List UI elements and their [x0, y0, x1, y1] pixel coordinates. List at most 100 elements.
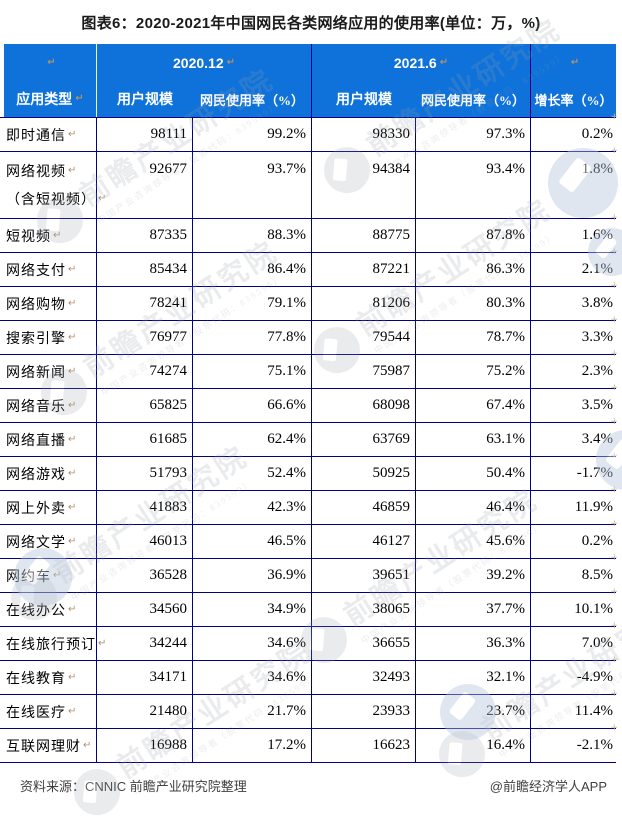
usage-rate-2021-cell: 50.4% — [416, 457, 531, 490]
user-scale-2020-cell: 36528 — [97, 559, 193, 592]
user-scale-2020-cell: 87335 — [97, 219, 193, 252]
paragraph-mark: ↵ — [68, 603, 78, 615]
app-type-cell: 网约车 ↵ — [0, 559, 97, 592]
user-scale-2021-cell: 63769 — [312, 423, 416, 456]
cell-end-mark: + — [610, 621, 618, 631]
app-type-cell: 网上外卖 ↵ — [0, 491, 97, 524]
table-row: 网络新闻 ↵ 74274 75.1% 75987 75.2% 2.3% + — [0, 349, 618, 389]
user-scale-2021-cell: 75987 — [312, 355, 416, 388]
cell-end-mark: + — [610, 247, 618, 257]
user-scale-2020-cell: 21480 — [97, 695, 193, 728]
app-type-label: 网络直播 — [6, 433, 66, 449]
table-row: 互联网理财 ↵ 16988 17.2% 16623 16.4% -2.1% + — [0, 723, 618, 763]
table-row: 短视频 ↵ 87335 88.3% 88775 87.8% 1.6% + — [0, 213, 618, 253]
paragraph-mark: ↵ — [570, 56, 580, 68]
user-scale-2021-cell: 68098 — [312, 389, 416, 422]
paragraph-mark: ↵ — [98, 193, 108, 205]
cell-end-mark: + — [610, 553, 618, 563]
growth-rate-cell: 3.3% — [581, 329, 613, 345]
cell-end-mark: + — [610, 587, 618, 597]
paragraph-mark: ↵ — [98, 637, 108, 649]
paragraph-mark: ↵ — [68, 164, 78, 176]
cell-end-mark: + — [610, 383, 618, 393]
usage-rate-2020-cell: 77.8% — [193, 321, 312, 354]
cell-end-mark: + — [610, 451, 618, 461]
app-type-label: 在线医疗 — [6, 705, 66, 721]
app-type-cell: 在线办公 ↵ — [0, 593, 97, 626]
usage-rate-2020-cell: 34.6% — [193, 627, 312, 660]
usage-rate-2021-cell: 93.4% — [416, 152, 531, 218]
app-type-cell: 网络视频 ↵ （含短视频） ↵ — [0, 152, 106, 218]
user-scale-2021-cell: 23933 — [312, 695, 416, 728]
table-row: 网络购物 ↵ 78241 79.1% 81206 80.3% 3.8% + — [0, 281, 618, 321]
app-type-label: 在线旅行预订 — [6, 637, 96, 653]
app-type-label: 网约车 — [6, 569, 51, 585]
user-scale-2020-cell: 65825 — [97, 389, 193, 422]
table-row: 网上外卖 ↵ 41883 42.3% 46859 46.4% 11.9% + — [0, 485, 618, 525]
app-type-cell: 网络购物 ↵ — [0, 287, 97, 320]
user-scale-2020-cell: 41883 — [97, 491, 193, 524]
app-type-label: 网络新闻 — [6, 365, 66, 381]
growth-rate-cell: -4.9% — [576, 669, 613, 685]
cell-end-mark: + — [610, 315, 618, 325]
growth-rate-cell: 3.4% — [581, 431, 613, 447]
app-type-label: 互联网理财 — [6, 739, 81, 755]
user-scale-2020-cell: 78241 — [97, 287, 193, 320]
user-scale-2021-cell: 36655 — [312, 627, 416, 660]
app-type-cell: 网络音乐 ↵ — [0, 389, 97, 422]
header-user-scale-2020: 用户规模 — [117, 93, 173, 108]
header-columns-row: 应用类型 ↵ 用户规模 网民使用率（%） 用户规模 网民使用率（%） 增长率（%） — [4, 81, 616, 117]
usage-rate-2020-cell: 88.3% — [193, 219, 312, 252]
usage-rate-table: ↵ 2020.12 ↵ 2021.6 ↵ ↵ 应用类型 ↵ 用户规模 网民使用率（%）… — [0, 44, 618, 763]
growth-rate-cell: 1.8% — [581, 161, 613, 177]
growth-rate-cell: 2.1% — [581, 261, 613, 277]
header-user-scale-2021: 用户规模 — [336, 93, 392, 108]
user-scale-2021-cell: 87221 — [312, 253, 416, 286]
header-usage-rate-2021: 网民使用率（%） — [416, 81, 531, 117]
growth-rate-cell: 8.5% — [581, 567, 613, 583]
user-scale-2020-cell: 92677 — [97, 152, 193, 218]
growth-rate-cell: 0.2% — [581, 533, 613, 549]
app-type-label: 网络游戏 — [6, 467, 66, 483]
cell-end-mark: + — [610, 689, 618, 699]
app-type-label: 网上外卖 — [6, 501, 66, 517]
app-type-cell: 网络直播 ↵ — [0, 423, 97, 456]
growth-rate-cell: 1.6% — [581, 227, 613, 243]
table-body: 即时通信 ↵ 98111 99.2% 98330 97.3% 0.2% + 网络视… — [0, 112, 618, 763]
growth-rate-cell: 11.4% — [574, 703, 613, 719]
table-row: 在线旅行预订 ↵ 34244 34.6% 36655 36.3% 7.0% + — [0, 621, 618, 661]
cell-end-mark: + — [610, 655, 618, 665]
paragraph-mark: ↵ — [68, 705, 78, 717]
usage-rate-2021-cell: 16.4% — [416, 729, 531, 762]
growth-rate-cell: -1.7% — [576, 465, 613, 481]
growth-rate-cell: -2.1% — [576, 737, 613, 753]
growth-rate-cell: 0.2% — [581, 126, 613, 142]
growth-rate-cell: 11.9% — [574, 499, 613, 515]
usage-rate-2021-cell: 78.7% — [416, 321, 531, 354]
growth-rate-cell: 3.5% — [581, 397, 613, 413]
user-scale-2020-cell: 34244 — [97, 627, 193, 660]
app-type-cell: 在线旅行预订 ↵ — [0, 627, 106, 660]
source-note: 资料来源：CNNIC 前瞻产业研究院整理 — [20, 779, 247, 794]
paragraph-mark: ↵ — [53, 569, 63, 581]
paragraph-mark: ↵ — [53, 229, 63, 241]
usage-rate-2021-cell: 67.4% — [416, 389, 531, 422]
app-type-label: 网络音乐 — [6, 399, 66, 415]
app-type-cell: 网络新闻 ↵ — [0, 355, 97, 388]
growth-rate-cell: 10.1% — [574, 601, 613, 617]
paragraph-mark: ↵ — [68, 501, 78, 513]
header-usage-rate-2020: 网民使用率（%） — [193, 81, 312, 117]
user-scale-2020-cell: 74274 — [97, 355, 193, 388]
table-row: 在线教育 ↵ 34171 34.6% 32493 32.1% -4.9% + — [0, 655, 618, 695]
user-scale-2021-cell: 39651 — [312, 559, 416, 592]
paragraph-mark: ↵ — [226, 56, 235, 68]
user-scale-2020-cell: 76977 — [97, 321, 193, 354]
table-header: ↵ 2020.12 ↵ 2021.6 ↵ ↵ 应用类型 ↵ 用户规模 网民使用率（%）… — [4, 44, 616, 117]
app-type-label: 在线办公 — [6, 603, 66, 619]
usage-rate-2020-cell: 75.1% — [193, 355, 312, 388]
usage-rate-2021-cell: 87.8% — [416, 219, 531, 252]
table-row: 网络游戏 ↵ 51793 52.4% 50925 50.4% -1.7% + — [0, 451, 618, 491]
table-row: 即时通信 ↵ 98111 99.2% 98330 97.3% 0.2% + — [0, 112, 618, 152]
paragraph-mark: ↵ — [68, 128, 78, 140]
header-group-row: ↵ 2020.12 ↵ 2021.6 ↵ ↵ — [4, 44, 616, 81]
